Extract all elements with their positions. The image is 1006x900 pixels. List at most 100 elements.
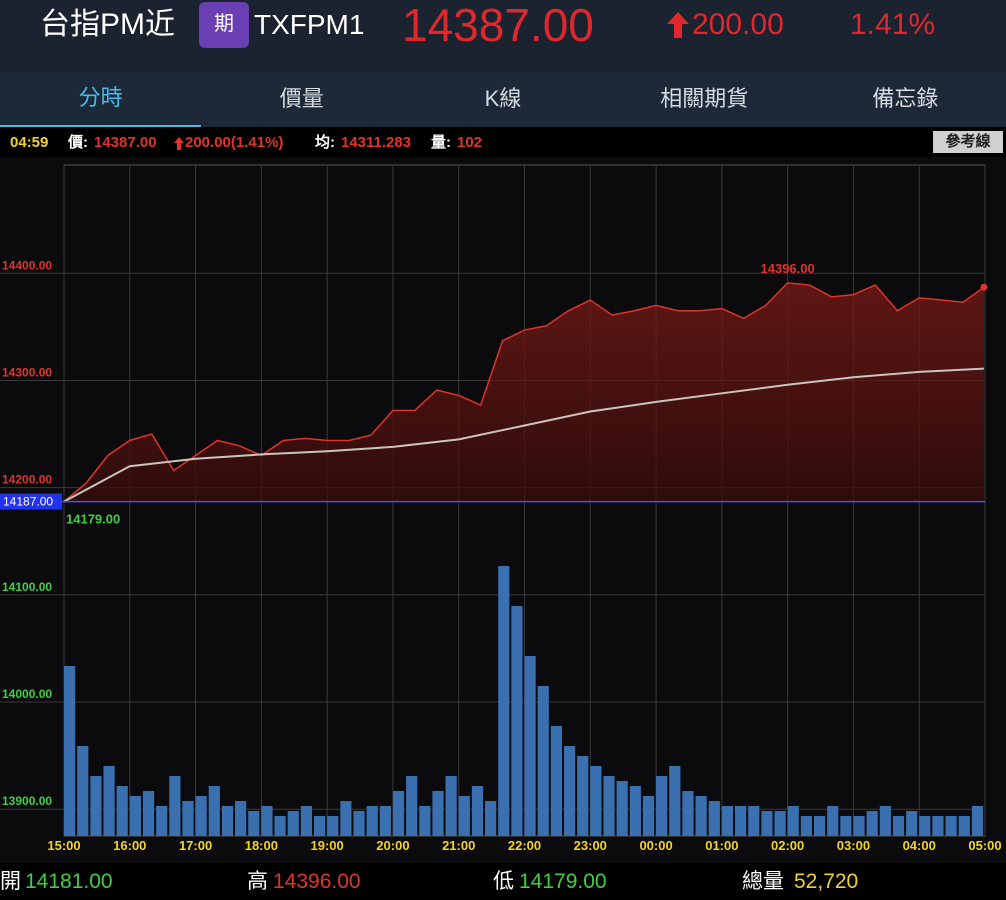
volume-bar [261, 806, 273, 836]
reference-tag [0, 493, 62, 510]
label: 開 [0, 870, 21, 893]
label: 高 [247, 870, 268, 893]
x-tick-label: 15:00 [47, 838, 80, 853]
volume-bar [577, 756, 589, 836]
value: 14181.00 [25, 870, 113, 893]
volume-bar [958, 816, 970, 836]
value: 52,720 [794, 870, 859, 893]
code: TXFPM1 [254, 9, 365, 40]
volume-bar [327, 816, 339, 836]
volume-bar [669, 766, 681, 836]
volume-bar [498, 566, 510, 836]
volume-bar [195, 796, 207, 836]
volume-bar [419, 806, 431, 836]
volume-bar [379, 806, 391, 836]
volume-bar [392, 791, 405, 836]
volume-bar [879, 806, 891, 836]
price: 14387.00 [402, 0, 594, 51]
volume-bar [458, 796, 470, 836]
volume-bar [735, 806, 747, 836]
volume-bar [866, 811, 878, 836]
volume-bar [208, 786, 220, 836]
volume-bar [682, 791, 694, 836]
value: 14396.00 [273, 870, 361, 893]
volume-bar [182, 801, 194, 836]
volume-bar [708, 801, 720, 836]
x-tick-label: 20:00 [376, 838, 409, 853]
volume-bar [274, 816, 286, 836]
reference-button[interactable]: 參考線 [933, 131, 1003, 153]
volume-bar [906, 811, 918, 836]
y-tick-label: 14400.00 [2, 258, 52, 272]
volume-bar [853, 816, 865, 836]
y-tick-label: 13900.00 [2, 794, 52, 808]
x-tick-label: 16:00 [113, 838, 146, 853]
x-tick-label: 01:00 [705, 838, 738, 853]
volume-bar [471, 786, 484, 836]
chart: 15:00 16:00 17:00 18:00 19:00 20:00 21:00 22:00… [0, 157, 1006, 863]
label: 總量 [742, 870, 784, 893]
x-tick-label: 03:00 [837, 838, 870, 853]
volume-bar [932, 816, 944, 836]
y-tick-label: 14300.00 [2, 365, 52, 379]
label: 量: [431, 134, 451, 151]
value: 200.00(1.41%) [185, 134, 284, 151]
tab[interactable]: 備忘錄 [872, 86, 939, 111]
x-tick-label: 19:00 [311, 838, 344, 853]
info-bar: 04:59 價: 14387.00 200.00(1.41%) 均: 14311… [0, 130, 1006, 156]
volume-bar [787, 806, 799, 836]
volume-bar [287, 811, 299, 836]
value: 14311.283 [341, 134, 412, 151]
volume-bar [761, 811, 773, 836]
tab-bar: 分時 價量 K線 相關期貨 備忘錄 [0, 72, 1006, 127]
value: 14387.00 [94, 134, 157, 151]
tab[interactable]: 相關期貨 [660, 86, 749, 111]
volume-bar [616, 781, 628, 836]
volume-bar [748, 806, 760, 836]
volume-bar [695, 796, 707, 836]
y-tick-label: 14200.00 [2, 473, 52, 487]
volume-bar [64, 666, 76, 836]
name: 台指PM近 [40, 8, 175, 41]
volume-bar [629, 786, 641, 836]
volume-bar [103, 766, 115, 836]
volume-bar [116, 786, 128, 836]
x-tick-label: 18:00 [245, 838, 278, 853]
volume-bar [800, 816, 812, 836]
volume-bar [721, 806, 734, 836]
x-tick-label: 17:00 [179, 838, 212, 853]
badge: 期 [199, 2, 249, 48]
x-tick-label: 21:00 [442, 838, 475, 853]
volume-bar [550, 726, 562, 836]
x-tick-label: 00:00 [639, 838, 672, 853]
high-label: 14396.00 [761, 261, 815, 276]
volume-bar [524, 656, 536, 836]
volume-bar [366, 806, 378, 836]
volume-bar [406, 776, 418, 836]
low-label: 14179.00 [66, 512, 120, 527]
volume-bar [590, 766, 602, 836]
volume-bar [827, 806, 839, 836]
volume-bar [656, 776, 668, 836]
value: 102 [457, 134, 483, 151]
time: 04:59 [10, 134, 49, 151]
tab[interactable]: 價量 [279, 86, 324, 111]
volume-bar [445, 776, 457, 836]
volume-bar [235, 801, 247, 836]
volume-bar [485, 801, 497, 836]
series-line [63, 282, 985, 503]
x-tick-label: 04:00 [903, 838, 936, 853]
tab[interactable]: K線 [484, 86, 522, 111]
x-tick-label: 22:00 [508, 838, 541, 853]
volume-bar [642, 796, 655, 836]
volume-bar [142, 791, 155, 836]
volume-bar [563, 746, 576, 836]
volume-bar [511, 606, 523, 836]
volume-bar [432, 791, 444, 836]
volume-bar [156, 806, 168, 836]
change: 200.00 [692, 8, 784, 41]
volume-bar [340, 801, 352, 836]
tab[interactable]: 分時 [0, 72, 202, 127]
label: 低 [493, 870, 514, 893]
